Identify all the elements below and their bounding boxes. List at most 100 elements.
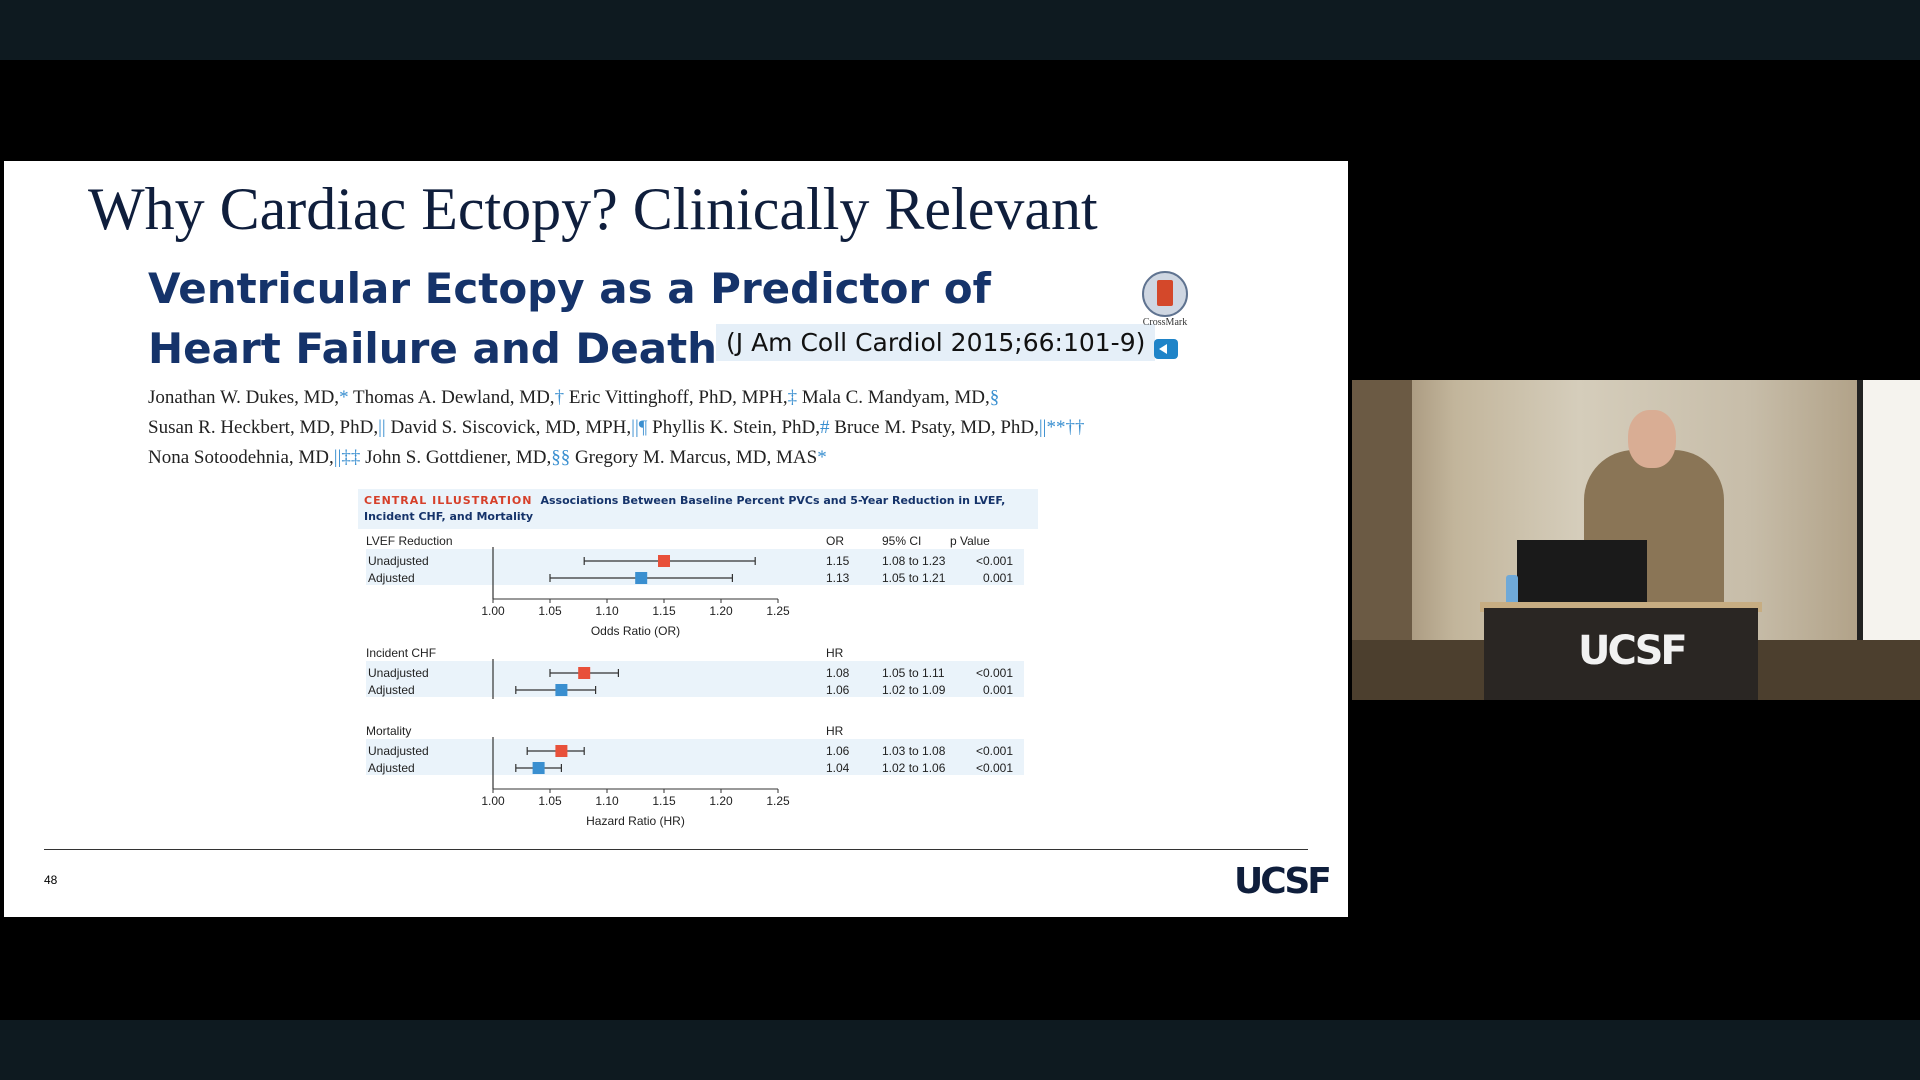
panel-title: Mortality bbox=[366, 724, 411, 738]
point-estimate bbox=[555, 684, 568, 696]
point-estimate bbox=[658, 555, 670, 567]
speaker-video[interactable]: UCSF bbox=[1352, 380, 1920, 700]
point-estimate bbox=[635, 572, 648, 584]
p-header: p Value bbox=[950, 534, 990, 548]
estimate-value: 1.13 bbox=[826, 571, 850, 585]
point-estimate bbox=[532, 762, 545, 774]
x-tick-label: 1.05 bbox=[538, 794, 562, 808]
estimate-value: 1.15 bbox=[826, 554, 850, 568]
author-affiliation-symbol: * bbox=[817, 447, 827, 468]
author-affiliation-symbol: || bbox=[378, 417, 386, 438]
author-name: Susan R. Heckbert, MD, PhD, bbox=[148, 417, 379, 438]
top-bar bbox=[0, 0, 1920, 60]
citation: (J Am Coll Cardiol 2015;66:101-9) bbox=[716, 324, 1156, 361]
author-affiliation-symbol: ||**†† bbox=[1038, 417, 1085, 438]
video-projection-screen bbox=[1857, 380, 1920, 660]
page-number: 48 bbox=[44, 873, 58, 887]
x-tick-label: 1.10 bbox=[595, 604, 619, 618]
estimate-value: 1.06 bbox=[826, 744, 850, 758]
panel-row-band bbox=[366, 661, 1024, 697]
author-name: John S. Gottdiener, MD, bbox=[360, 447, 552, 468]
x-tick-label: 1.00 bbox=[481, 794, 505, 808]
author-affiliation-symbol: § bbox=[989, 387, 1000, 408]
stat-header: HR bbox=[826, 724, 844, 738]
author-name: Eric Vittinghoff, PhD, MPH, bbox=[564, 387, 788, 408]
author-name: Jonathan W. Dukes, MD, bbox=[148, 387, 340, 408]
x-tick-label: 1.10 bbox=[595, 794, 619, 808]
ucsf-logo: UCSF bbox=[1234, 861, 1332, 902]
panel-row-band bbox=[366, 549, 1024, 585]
speaker-head bbox=[1628, 410, 1676, 468]
row-label: Unadjusted bbox=[368, 744, 429, 758]
author-name: David S. Siscovick, MD, MPH, bbox=[385, 417, 632, 438]
ci-value: 1.08 to 1.23 bbox=[882, 554, 946, 568]
crossmark-icon bbox=[1142, 271, 1188, 317]
paper-title-line1: Ventricular Ectopy as a Predictor of bbox=[148, 264, 991, 313]
row-label: Adjusted bbox=[368, 761, 415, 775]
ci-value: 1.03 to 1.08 bbox=[882, 744, 946, 758]
stat-header: OR bbox=[826, 534, 844, 548]
central-illustration-caption: Associations Between Baseline Percent PV… bbox=[364, 494, 1006, 523]
presentation-slide: Why Cardiac Ectopy? Clinically Relevant … bbox=[4, 161, 1348, 917]
author-line: Jonathan W. Dukes, MD,* Thomas A. Dewlan… bbox=[148, 383, 1228, 413]
lectern-top bbox=[1480, 602, 1762, 612]
author-name: Nona Sotoodehnia, MD, bbox=[148, 447, 334, 468]
stat-header: HR bbox=[826, 646, 844, 660]
lectern-ucsf-logo: UCSF bbox=[1578, 628, 1688, 674]
author-line: Nona Sotoodehnia, MD,||‡‡ John S. Gottdi… bbox=[148, 443, 1228, 473]
panel-title: LVEF Reduction bbox=[366, 534, 453, 548]
p-value: <0.001 bbox=[976, 554, 1013, 568]
audio-speaker-icon[interactable] bbox=[1154, 339, 1178, 359]
author-affiliation-symbol: §§ bbox=[551, 447, 571, 468]
author-affiliation-symbol: ‡ bbox=[787, 387, 798, 408]
author-name: Phyllis K. Stein, PhD, bbox=[647, 417, 820, 438]
point-estimate bbox=[555, 745, 568, 757]
estimate-value: 1.04 bbox=[826, 761, 850, 775]
crossmark-logo[interactable]: CrossMark bbox=[1140, 271, 1190, 328]
x-axis-label: Odds Ratio (OR) bbox=[591, 624, 680, 638]
row-label: Unadjusted bbox=[368, 554, 429, 568]
central-illustration-header: CENTRAL ILLUSTRATION Associations Between… bbox=[358, 489, 1038, 529]
p-value: <0.001 bbox=[976, 744, 1013, 758]
author-list: Jonathan W. Dukes, MD,* Thomas A. Dewlan… bbox=[148, 383, 1228, 473]
x-tick-label: 1.20 bbox=[709, 794, 733, 808]
forest-plot-svg: LVEF Reduction OR 95% CI p Value Unadjusted 1… bbox=[366, 534, 1024, 828]
lectern bbox=[1484, 608, 1758, 700]
author-name: Thomas A. Dewland, MD, bbox=[348, 387, 555, 408]
x-tick-label: 1.25 bbox=[766, 604, 790, 618]
p-value: <0.001 bbox=[976, 761, 1013, 775]
author-affiliation-symbol: * bbox=[339, 387, 349, 408]
author-affiliation-symbol: ||‡‡ bbox=[333, 447, 361, 468]
x-tick-label: 1.20 bbox=[709, 604, 733, 618]
author-affiliation-symbol: # bbox=[820, 417, 830, 438]
crossmark-label: CrossMark bbox=[1142, 317, 1188, 328]
p-value: 0.001 bbox=[983, 571, 1013, 585]
slide-footer-rule bbox=[44, 849, 1308, 850]
x-tick-label: 1.25 bbox=[766, 794, 790, 808]
row-label: Adjusted bbox=[368, 683, 415, 697]
ci-header: 95% CI bbox=[882, 534, 921, 548]
panel-row-band bbox=[366, 739, 1024, 775]
row-label: Unadjusted bbox=[368, 666, 429, 680]
x-tick-label: 1.00 bbox=[481, 604, 505, 618]
estimate-value: 1.08 bbox=[826, 666, 850, 680]
panel-title: Incident CHF bbox=[366, 646, 436, 660]
bottom-bar bbox=[0, 1020, 1920, 1080]
author-name: Bruce M. Psaty, MD, PhD, bbox=[829, 417, 1039, 438]
paper-title: Ventricular Ectopy as a Predictor of Hea… bbox=[148, 259, 991, 379]
author-affiliation-symbol: ||¶ bbox=[631, 417, 648, 438]
p-value: 0.001 bbox=[983, 683, 1013, 697]
lectern-monitor bbox=[1517, 540, 1647, 610]
estimate-value: 1.06 bbox=[826, 683, 850, 697]
central-illustration-label: CENTRAL ILLUSTRATION bbox=[364, 494, 533, 507]
point-estimate bbox=[578, 667, 591, 679]
x-tick-label: 1.15 bbox=[652, 604, 676, 618]
ci-value: 1.05 to 1.11 bbox=[882, 666, 945, 680]
author-name: Gregory M. Marcus, MD, MAS bbox=[570, 447, 818, 468]
x-tick-label: 1.05 bbox=[538, 604, 562, 618]
author-affiliation-symbol: † bbox=[554, 387, 565, 408]
forest-plot: LVEF Reduction OR 95% CI p Value Unadjusted 1… bbox=[358, 531, 1048, 861]
author-name: Mala C. Mandyam, MD, bbox=[797, 387, 990, 408]
ci-value: 1.05 to 1.21 bbox=[882, 571, 946, 585]
p-value: <0.001 bbox=[976, 666, 1013, 680]
